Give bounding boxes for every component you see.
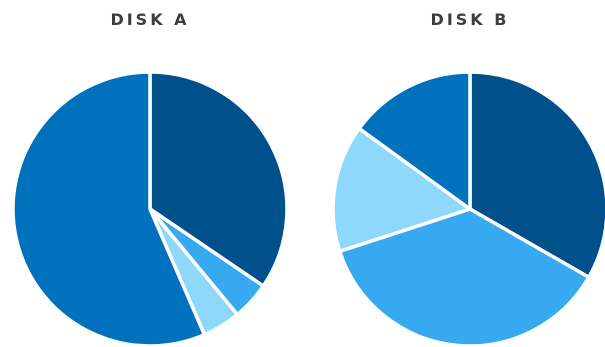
disk-a-title: DISK A	[110, 10, 189, 29]
disk-a-slice-4	[11, 70, 207, 347]
disk-a-chart: DISK A	[11, 10, 289, 347]
disk-a-slice-1	[148, 70, 289, 288]
disk-b-title: DISK B	[431, 10, 510, 29]
disk-b-pie	[331, 70, 605, 347]
disk-b-slice-2	[337, 207, 591, 347]
disk-b-chart: DISK B	[331, 10, 605, 347]
disk-b-slice-3	[331, 126, 472, 254]
disk-b-slice-4	[357, 70, 472, 211]
disk-b-slice-1	[468, 70, 605, 279]
disk-a-pie	[11, 70, 289, 347]
